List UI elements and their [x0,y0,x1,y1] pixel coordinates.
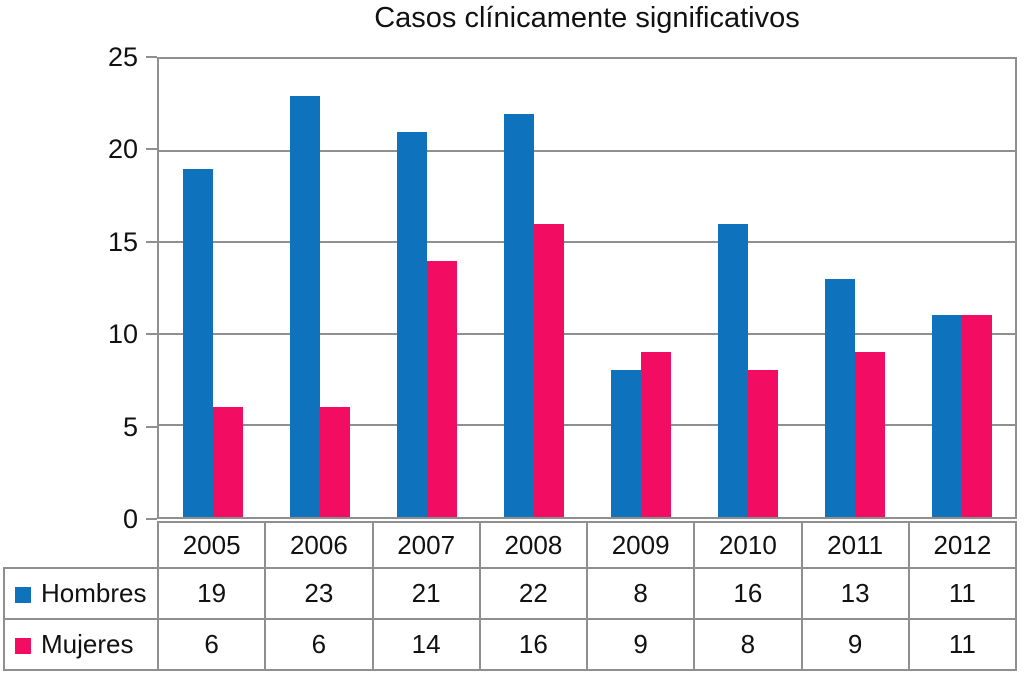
value-cell-mujeres-2011: 9 [800,618,910,671]
y-axis-label-20: 20 [107,134,138,165]
y-axis-label-0: 0 [122,504,138,534]
value-cell-hombres-2006: 23 [264,567,374,620]
value-cell-hombres-2007: 21 [371,567,481,620]
legend-label-hombres: Hombres [41,578,147,608]
data-table: 2005 2006 2007 2008 2009 2010 2011 2012 Hombres 1… [3,521,1018,671]
bar-hombres-2005 [182,168,213,517]
bar-group-2007 [373,59,480,517]
bar-hombres-2007 [396,132,427,517]
y-axis-label-10: 10 [107,319,138,350]
value-cell-hombres-2008: 22 [478,567,589,620]
gridline-20 [159,149,1015,152]
bar-hombres-2012 [931,315,962,517]
year-header-cell-2007: 2007 [371,521,481,569]
year-header-cell-2005: 2005 [156,521,267,569]
table-row-years: 2005 2006 2007 2008 2009 2010 2011 2012 [4,521,1018,569]
bar-group-2008 [480,59,587,517]
value-cell-mujeres-2012: 11 [907,618,1018,671]
legend-swatch-hombres [15,587,31,603]
value-cell-mujeres-2009: 9 [585,618,696,671]
bar-group-2012 [908,59,1015,517]
value-cell-hombres-2012: 11 [907,567,1018,620]
value-cell-hombres-2009: 8 [585,567,696,620]
bar-hombres-2011 [824,278,855,517]
year-header-cell-2008: 2008 [478,521,589,569]
legend-cell-hombres: Hombres [3,567,159,620]
bar-mujeres-2011 [854,352,885,517]
value-cell-mujeres-2007: 14 [371,618,481,671]
chart-title: Casos clínicamente significativos [374,2,800,34]
gridline-15 [159,241,1015,244]
bar-mujeres-2006 [319,407,350,517]
bar-hombres-2010 [717,223,748,517]
year-header-cell-2010: 2010 [693,521,803,569]
bar-mujeres-2009 [640,352,671,517]
year-header-cell-2011: 2011 [800,521,910,569]
y-axis-tick-5 [146,425,157,428]
y-axis-label-5: 5 [122,411,138,442]
bar-hombres-2008 [503,113,534,517]
bar-mujeres-2007 [426,260,457,517]
gridline-10 [159,332,1015,335]
table-row-mujeres: Mujeres 6 6 14 16 9 8 9 11 [3,618,1018,671]
value-cell-mujeres-2005: 6 [156,618,267,671]
value-cell-hombres-2010: 16 [693,567,803,620]
table-row-hombres: Hombres 19 23 21 22 8 16 13 11 [3,567,1018,620]
bar-hombres-2009 [610,370,641,517]
bar-group-2006 [266,59,373,517]
bar-mujeres-2010 [747,370,778,517]
bar-hombres-2006 [289,95,320,517]
gridline-5 [159,424,1015,427]
year-header-cell-2012: 2012 [907,521,1018,569]
value-cell-mujeres-2006: 6 [264,618,374,671]
y-axis-label-15: 15 [107,226,138,257]
legend-cell-mujeres: Mujeres [3,618,159,671]
legend-label-mujeres: Mujeres [41,629,134,659]
bar-group-2009 [587,59,694,517]
y-axis-tick-10 [146,333,157,336]
value-cell-hombres-2005: 19 [156,567,267,620]
year-header-cell-2006: 2006 [264,521,374,569]
year-header-cell-2009: 2009 [585,521,696,569]
value-cell-mujeres-2010: 8 [693,618,803,671]
bar-group-2011 [801,59,908,517]
y-axis-label-25: 25 [107,42,138,72]
table-corner-blank [4,522,158,568]
y-axis-tick-20 [146,148,157,151]
bar-mujeres-2005 [212,407,243,517]
bar-mujeres-2012 [961,315,992,517]
y-axis-tick-25 [146,56,157,58]
bar-group-2010 [694,59,801,517]
y-axis-tick-15 [146,240,157,243]
bar-group-2005 [159,59,266,517]
value-cell-hombres-2011: 13 [800,567,910,620]
legend-swatch-mujeres [15,638,31,654]
bar-mujeres-2008 [533,223,564,517]
value-cell-mujeres-2008: 16 [478,618,589,671]
plot-area [157,57,1017,519]
y-axis-tick-0 [146,518,157,520]
